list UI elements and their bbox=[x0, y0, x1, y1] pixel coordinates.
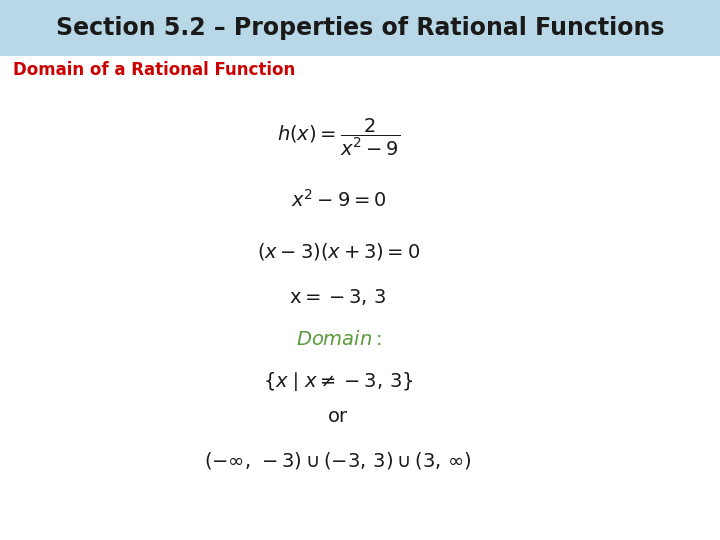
Text: Section 5.2 – Properties of Rational Functions: Section 5.2 – Properties of Rational Fun… bbox=[55, 16, 665, 40]
Text: $\mathrm{or}$: $\mathrm{or}$ bbox=[328, 408, 349, 426]
Text: $\{x \mid x \neq -3,\,3\}$: $\{x \mid x \neq -3,\,3\}$ bbox=[263, 370, 414, 393]
Text: $\mathrm{x} = -3,\,3$: $\mathrm{x} = -3,\,3$ bbox=[289, 287, 387, 307]
FancyBboxPatch shape bbox=[0, 0, 720, 56]
Text: $(-\infty,\,-3)\cup(-3,\,3)\cup(3,\,\infty)$: $(-\infty,\,-3)\cup(-3,\,3)\cup(3,\,\inf… bbox=[204, 450, 472, 470]
Text: $(x-3)(x+3)=0$: $(x-3)(x+3)=0$ bbox=[257, 241, 420, 261]
Text: $x^{2}-9=0$: $x^{2}-9=0$ bbox=[291, 189, 386, 211]
Text: $\mathit{Domain:}$: $\mathit{Domain:}$ bbox=[295, 329, 382, 349]
Text: $h(x) = \dfrac{2}{x^{2}-9}$: $h(x) = \dfrac{2}{x^{2}-9}$ bbox=[277, 117, 400, 158]
FancyBboxPatch shape bbox=[0, 56, 720, 540]
Text: Domain of a Rational Function: Domain of a Rational Function bbox=[13, 61, 295, 79]
